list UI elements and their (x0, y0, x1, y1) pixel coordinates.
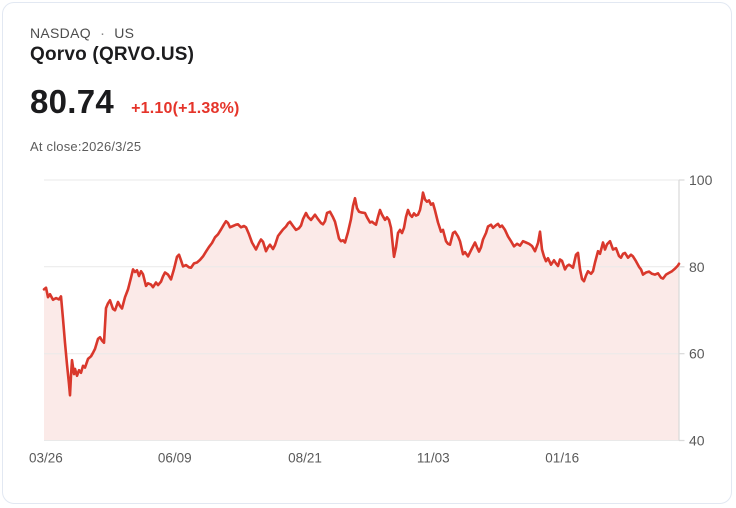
x-axis-labels: 03/26 06/09 08/21 11/03 01/16 (29, 451, 579, 466)
price-chart[interactable]: 100 80 60 40 03/26 06/09 08/21 11/03 01/16 (3, 3, 732, 504)
y-axis-label: 40 (689, 433, 705, 449)
region-label: US (114, 25, 135, 41)
x-axis-label: 06/09 (158, 451, 192, 466)
price-line (42, 191, 681, 397)
at-close-label: At close:2026/3/25 (30, 139, 142, 154)
price-change: +1.10(+1.38%) (131, 100, 240, 117)
x-axis-label: 08/21 (288, 451, 322, 466)
x-axis-label: 01/16 (545, 451, 579, 466)
y-axis-labels: 100 80 60 40 (689, 172, 713, 449)
last-price: 80.74 (30, 83, 115, 120)
price-row: 80.74 +1.10(+1.38%) (30, 83, 240, 121)
area-fill (44, 192, 679, 441)
x-axis-label: 11/03 (417, 451, 450, 466)
x-axis-label: 03/26 (29, 451, 63, 466)
separator-dot: · (99, 24, 106, 42)
stock-title: Qorvo (QRVO.US) (30, 44, 195, 65)
y-axis-label: 100 (689, 172, 713, 188)
exchange-row: NASDAQ · US (30, 25, 194, 41)
quote-header: NASDAQ · US Qorvo (QRVO.US) (30, 25, 194, 66)
y-axis (678, 179, 685, 442)
y-axis-label: 60 (689, 346, 705, 362)
exchange-label: NASDAQ (30, 25, 91, 41)
y-axis-label: 80 (689, 259, 705, 275)
